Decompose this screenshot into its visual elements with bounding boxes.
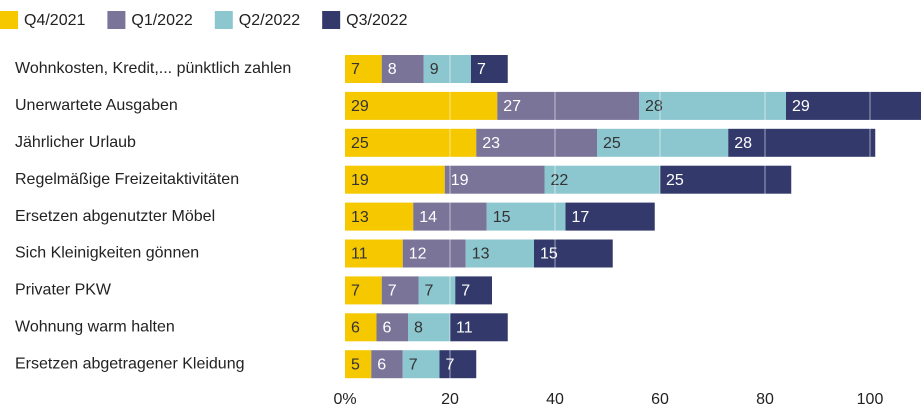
- value-label: 29: [792, 98, 810, 115]
- value-label: 19: [451, 172, 469, 189]
- legend-label: Q3/2022: [346, 12, 407, 29]
- plot-area: 7 8 9 7 29 27 28 29 25 23 25 28 19 19 22 25 13 14 15 17 11 12…: [345, 46, 921, 383]
- bar-segment: [786, 91, 921, 120]
- bar-segment: [345, 128, 477, 157]
- bar-segment: [345, 55, 382, 83]
- value-label: 11: [351, 246, 368, 263]
- value-label: 29: [351, 98, 369, 115]
- value-label: 8: [414, 320, 423, 337]
- legend-label: Q4/2021: [24, 12, 85, 29]
- bar-segment: [728, 128, 876, 157]
- bar-segment: [471, 55, 508, 83]
- x-tick-label: 20: [441, 391, 459, 408]
- bar-segment: [376, 313, 408, 342]
- value-label: 7: [446, 356, 455, 373]
- value-label: 28: [734, 135, 752, 152]
- category-label: Sich Kleinigkeiten gönnen: [15, 245, 199, 262]
- x-tick-label: 0%: [333, 391, 356, 408]
- value-label: 13: [351, 209, 369, 226]
- bar-segment: [639, 91, 786, 120]
- value-label: 7: [388, 283, 397, 300]
- category-label: Privater PKW: [15, 282, 112, 299]
- category-label: Regelmäßige Freizeitaktivitäten: [15, 171, 239, 188]
- bar-segment: [345, 202, 414, 231]
- value-label: 7: [409, 356, 418, 373]
- bar-segment: [402, 239, 466, 268]
- value-label: 27: [503, 98, 521, 115]
- category-label: Ersetzen abgenutzter Möbel: [15, 208, 215, 225]
- legend-label: Q2/2022: [239, 12, 300, 29]
- category-label: Unerwartete Ausgaben: [15, 97, 178, 114]
- bar-segment: [423, 55, 471, 83]
- value-label: 25: [666, 172, 684, 189]
- legend-swatch: [107, 11, 126, 29]
- bar-segment: [345, 91, 498, 120]
- legend-label: Q1/2022: [131, 12, 192, 29]
- value-label: 13: [472, 246, 490, 263]
- value-label: 15: [540, 246, 558, 263]
- value-label: 22: [551, 172, 569, 189]
- bar-segment: [418, 276, 456, 305]
- bar-segment: [371, 350, 403, 379]
- bar-segment: [439, 350, 477, 379]
- bar-segment: [534, 239, 613, 268]
- bar-segment: [345, 165, 445, 194]
- bar-segment: [345, 313, 377, 342]
- bar-segment: [345, 276, 382, 305]
- value-label: 6: [383, 320, 392, 337]
- bar-segment: [486, 202, 566, 231]
- value-label: 7: [477, 61, 486, 78]
- x-tick-label: 100: [857, 391, 884, 408]
- bar-segment: [345, 239, 403, 268]
- value-label: 5: [351, 356, 360, 373]
- value-label: 6: [377, 356, 386, 373]
- value-label: 7: [425, 283, 434, 300]
- bar-segment: [565, 202, 655, 231]
- category-label: Ersetzen abgetragener Kleidung: [15, 355, 245, 372]
- bar-segment: [544, 165, 660, 194]
- value-label: 23: [482, 135, 500, 152]
- value-label: 28: [645, 98, 663, 115]
- bar-segment: [413, 202, 487, 231]
- value-label: 7: [461, 283, 470, 300]
- x-tick-label: 40: [546, 391, 564, 408]
- value-label: 25: [351, 135, 369, 152]
- x-tick-label: 80: [756, 391, 774, 408]
- value-label: 8: [388, 61, 397, 78]
- bar-segment: [408, 313, 450, 342]
- legend-swatch: [0, 11, 18, 29]
- value-label: 6: [351, 320, 360, 337]
- category-label: Wohnung warm halten: [15, 319, 175, 336]
- x-tick-label: 60: [651, 391, 669, 408]
- bar-segment: [660, 165, 792, 194]
- value-label: 15: [493, 209, 511, 226]
- bar-segment: [381, 55, 424, 83]
- category-label: Jährlicher Urlaub: [15, 134, 136, 151]
- bar-segment: [444, 165, 545, 194]
- legend-swatch: [322, 11, 341, 29]
- bar-segment: [381, 276, 419, 305]
- value-label: 7: [351, 283, 360, 300]
- bar-segment: [402, 350, 440, 379]
- category-label: Wohnkosten, Kredit,... pünktlich zahlen: [15, 60, 291, 77]
- bar-segment: [497, 91, 639, 120]
- bar-segment: [476, 128, 597, 157]
- bar-segment: [597, 128, 729, 157]
- value-label: 14: [419, 209, 437, 226]
- value-label: 19: [351, 172, 369, 189]
- bar-segment: [345, 350, 372, 379]
- value-label: 9: [430, 61, 439, 78]
- value-label: 25: [603, 135, 621, 152]
- value-label: 11: [456, 320, 473, 337]
- bar-segment: [455, 276, 492, 305]
- value-label: 17: [572, 209, 590, 226]
- bar-segment: [450, 313, 508, 342]
- value-label: 12: [409, 246, 427, 263]
- value-label: 7: [351, 61, 360, 78]
- bar-segment: [465, 239, 534, 268]
- legend-swatch: [214, 11, 233, 29]
